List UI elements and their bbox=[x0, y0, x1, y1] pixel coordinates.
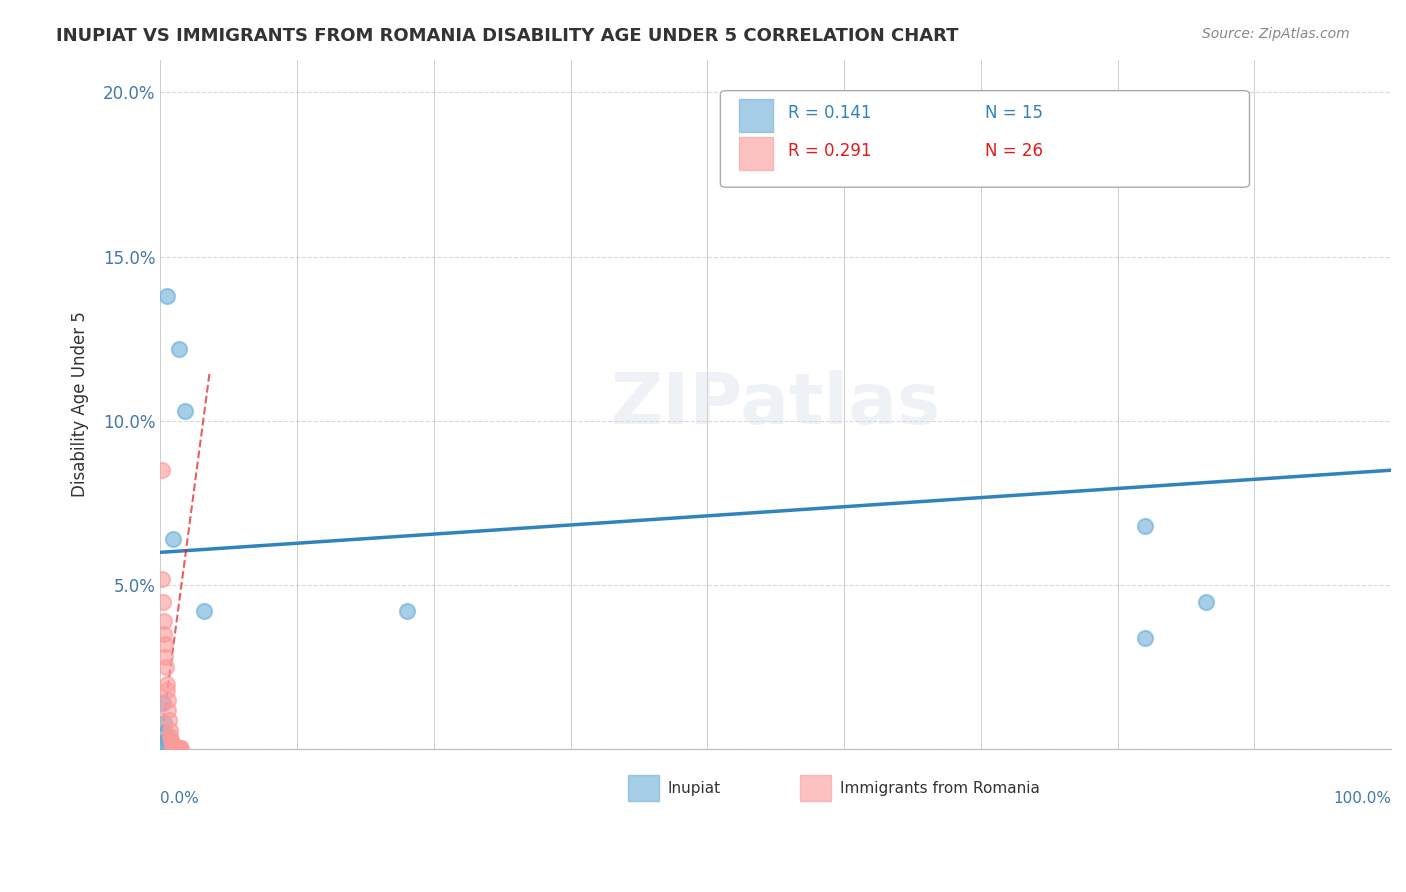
Point bbox=[159, 729, 181, 743]
Text: Inupiat: Inupiat bbox=[668, 780, 721, 796]
Point bbox=[153, 716, 176, 731]
Text: 100.0%: 100.0% bbox=[1333, 791, 1391, 805]
Point bbox=[156, 732, 179, 747]
Point bbox=[169, 740, 191, 755]
Point bbox=[157, 703, 180, 717]
Text: N = 26: N = 26 bbox=[986, 143, 1043, 161]
Point bbox=[1133, 519, 1156, 533]
Point bbox=[193, 604, 215, 618]
Text: Source: ZipAtlas.com: Source: ZipAtlas.com bbox=[1202, 27, 1350, 41]
Text: INUPIAT VS IMMIGRANTS FROM ROMANIA DISABILITY AGE UNDER 5 CORRELATION CHART: INUPIAT VS IMMIGRANTS FROM ROMANIA DISAB… bbox=[56, 27, 959, 45]
Point bbox=[162, 740, 184, 755]
Point bbox=[160, 732, 183, 747]
Point bbox=[167, 342, 190, 356]
Bar bbox=[738, 99, 773, 132]
Text: N = 15: N = 15 bbox=[986, 104, 1043, 122]
Point bbox=[1195, 594, 1218, 608]
Point bbox=[156, 289, 179, 303]
Point bbox=[150, 463, 173, 477]
Bar bbox=[800, 775, 831, 801]
Bar bbox=[628, 775, 659, 801]
Point bbox=[156, 677, 179, 691]
Point bbox=[156, 739, 179, 753]
Point bbox=[153, 627, 176, 641]
Point bbox=[166, 740, 188, 755]
Point bbox=[170, 740, 193, 755]
Point bbox=[174, 404, 197, 418]
Point bbox=[159, 723, 181, 737]
Point bbox=[156, 693, 179, 707]
Point bbox=[155, 660, 177, 674]
Point bbox=[153, 637, 176, 651]
Text: R = 0.141: R = 0.141 bbox=[787, 104, 872, 122]
Point bbox=[165, 740, 187, 755]
Point bbox=[153, 736, 176, 750]
Point bbox=[156, 683, 179, 698]
Point bbox=[152, 615, 174, 629]
Point bbox=[162, 532, 184, 546]
Point bbox=[152, 697, 174, 711]
Point bbox=[152, 594, 174, 608]
Point bbox=[167, 740, 190, 755]
Point bbox=[157, 713, 180, 727]
Bar bbox=[738, 136, 773, 170]
Point bbox=[155, 650, 177, 665]
Point bbox=[155, 726, 177, 740]
Text: 0.0%: 0.0% bbox=[160, 791, 200, 805]
Point bbox=[1133, 631, 1156, 645]
FancyBboxPatch shape bbox=[720, 91, 1250, 187]
Point bbox=[163, 740, 186, 755]
Point bbox=[166, 740, 188, 755]
Text: Immigrants from Romania: Immigrants from Romania bbox=[839, 780, 1039, 796]
Point bbox=[160, 736, 183, 750]
Point bbox=[160, 739, 183, 753]
Text: R = 0.291: R = 0.291 bbox=[787, 143, 872, 161]
Point bbox=[395, 604, 418, 618]
Text: ZIPatlas: ZIPatlas bbox=[610, 370, 941, 439]
Y-axis label: Disability Age Under 5: Disability Age Under 5 bbox=[72, 311, 89, 498]
Point bbox=[150, 572, 173, 586]
